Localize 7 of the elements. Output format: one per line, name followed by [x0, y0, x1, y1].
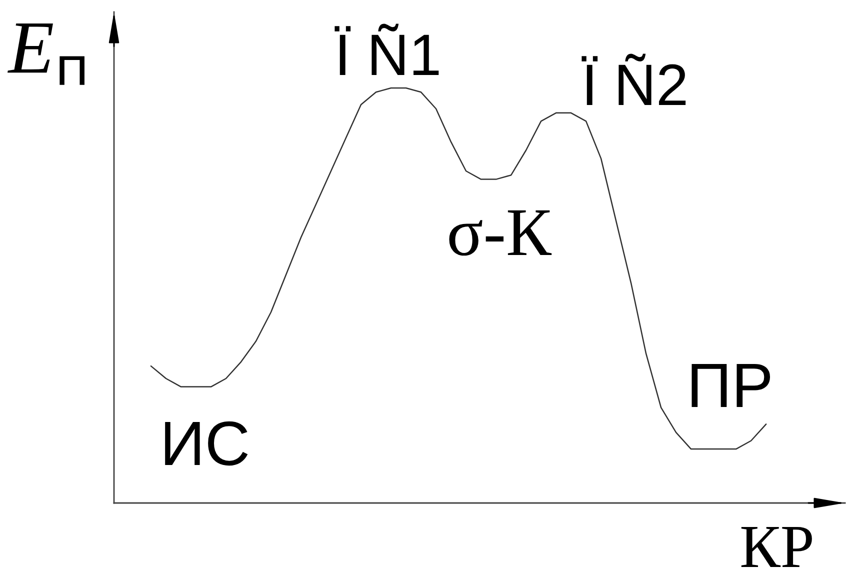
annotation: ПР [692, 364, 770, 407]
x-axis-title: КР [741, 526, 812, 567]
y-axis-title: E$_{п}$ [7, 24, 84, 85]
text: Ï Ñ1 [334, 24, 439, 75]
annotation: ИС [165, 421, 248, 466]
annotation: Ï Ñ2 [582, 54, 686, 105]
annotation: σ-К [449, 210, 552, 256]
